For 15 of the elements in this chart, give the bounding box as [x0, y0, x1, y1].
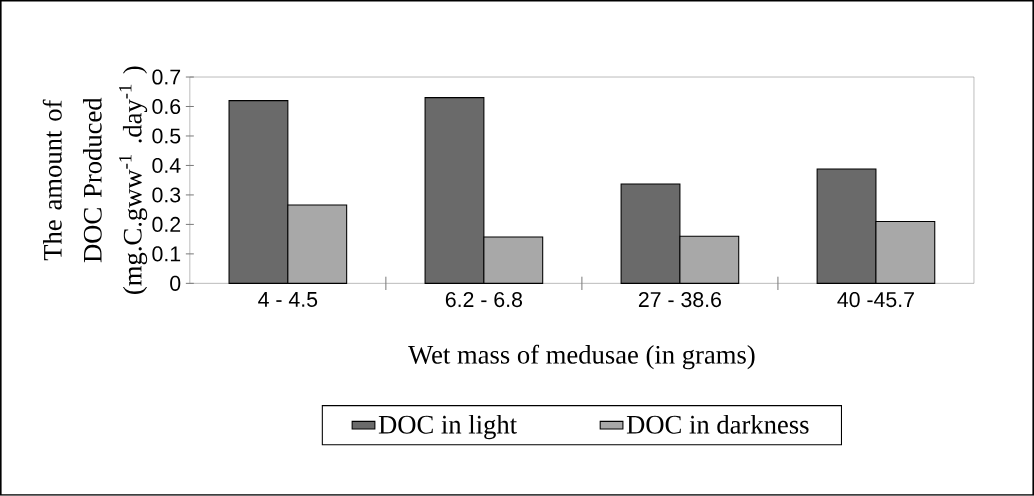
- x-tick-label: 27 - 38.6: [638, 292, 721, 308]
- y-tick-label: 0.3: [152, 187, 181, 203]
- legend-label: DOC in light: [378, 415, 517, 440]
- y-tick-label: 0.4: [152, 157, 181, 174]
- y-tick-label: 0.5: [152, 128, 181, 144]
- x-tick-label: 4 - 4.5: [258, 292, 318, 307]
- x-tick-label: 6.2 - 6.8: [445, 292, 523, 308]
- y-tick-label: 0.6: [152, 99, 181, 115]
- x-axis-title: Wet mass of medusae (in grams): [408, 344, 755, 370]
- y-tick-label: 0.2: [152, 216, 181, 233]
- x-tick-label: 40 -45.7: [837, 292, 914, 308]
- y-tick-label: 0.1: [152, 246, 181, 262]
- legend-label: DOC in darkness: [626, 415, 809, 434]
- y-tick-label: 0: [170, 275, 181, 291]
- y-tick-label: 0.7: [152, 69, 181, 85]
